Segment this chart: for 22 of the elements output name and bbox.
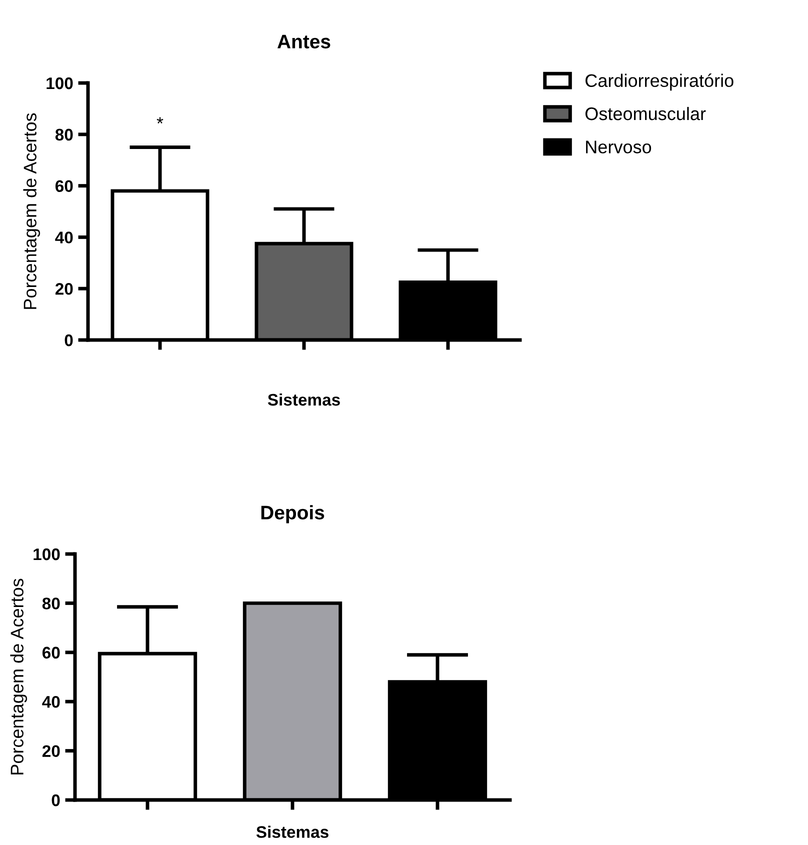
- y-tick-label: 80: [42, 598, 60, 610]
- y-tick-label: 60: [55, 180, 73, 192]
- y-tick-label: 80: [55, 128, 73, 141]
- y-tick-label: 20: [55, 283, 73, 295]
- y-tick-label: 100: [46, 77, 73, 90]
- legend-label: Osteomuscular: [585, 106, 706, 120]
- annotation: *: [156, 117, 164, 124]
- y-tick-label: 60: [42, 646, 60, 659]
- x-axis-title: Sistemas: [256, 826, 328, 838]
- y-tick-label: 0: [52, 794, 60, 806]
- legend-label: Nervoso: [586, 140, 652, 154]
- legend-label: Cardiorrespiratório: [586, 74, 734, 91]
- x-axis-title: Sistemas: [268, 393, 340, 406]
- y-tick-label: 20: [42, 745, 60, 758]
- y-tick-label: 0: [64, 334, 73, 346]
- y-axis-title: Porcentagem de Acertos: [10, 578, 28, 774]
- chart-title: Depois: [261, 505, 324, 524]
- y-axis-title: Porcentagem de Acertos: [23, 113, 40, 309]
- y-tick-label: 100: [34, 548, 60, 560]
- y-tick-label: 40: [42, 696, 60, 708]
- chart-title: Antes: [277, 34, 330, 48]
- y-tick-label: 40: [55, 232, 73, 244]
